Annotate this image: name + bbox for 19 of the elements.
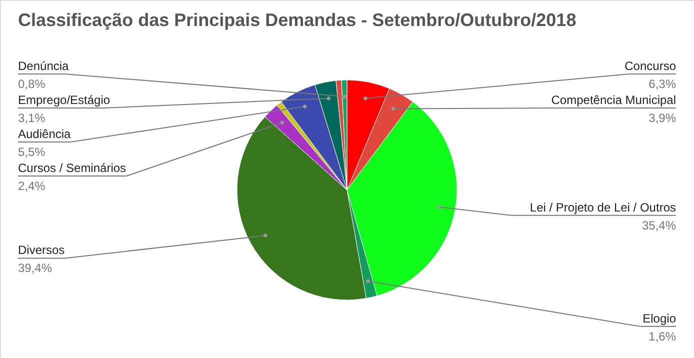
data-label: 39,4% bbox=[18, 261, 52, 276]
data-label: 3,1% bbox=[18, 111, 46, 125]
slice-label: Cursos / Seminários bbox=[18, 161, 126, 175]
data-label: 35,4% bbox=[642, 218, 676, 232]
data-label: 2,4% bbox=[18, 179, 46, 193]
chart-title: Classificação das Principais Demandas - Setembro/Outubro/2018 bbox=[18, 10, 576, 30]
slice-label: Audiência bbox=[18, 127, 72, 141]
data-label: 0,8% bbox=[18, 77, 46, 91]
slice-label: Concurso bbox=[624, 59, 676, 73]
slice-label: Competência Municipal bbox=[551, 93, 676, 107]
data-label: 6,3% bbox=[648, 77, 676, 91]
slice-label: Diversos bbox=[18, 243, 65, 258]
slice-label: Elogio bbox=[642, 311, 676, 326]
slice-label: Denúncia bbox=[18, 59, 70, 73]
data-label: 5,5% bbox=[18, 145, 46, 159]
slice-label: Lei / Projeto de Lei / Outros bbox=[530, 200, 676, 214]
data-label: 3,9% bbox=[648, 111, 676, 125]
slice-label: Emprego/Estágio bbox=[18, 93, 110, 107]
data-label: 1,6% bbox=[648, 329, 676, 344]
